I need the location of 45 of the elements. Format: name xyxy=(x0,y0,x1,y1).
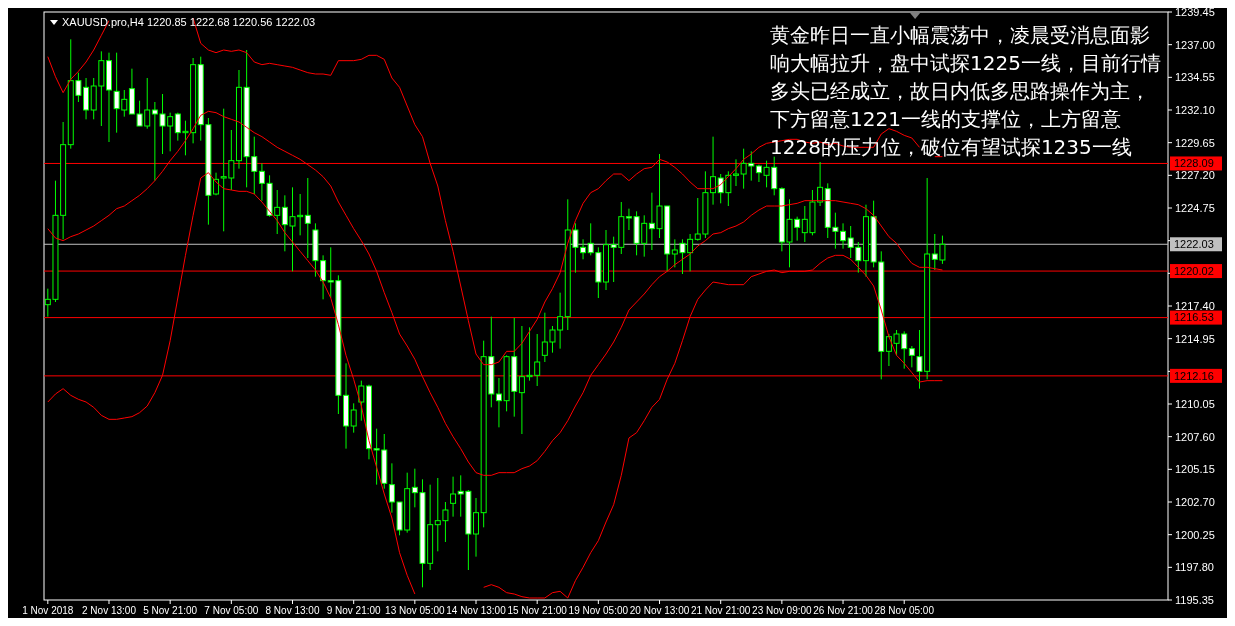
x-tick-label: 14 Nov 13:00 xyxy=(446,605,507,616)
x-tick-label: 13 Nov 05:00 xyxy=(385,605,446,616)
x-tick-label: 26 Nov 21:00 xyxy=(813,605,874,616)
y-tick-label: 1232.10 xyxy=(1175,103,1215,116)
y-tick-label: 1229.65 xyxy=(1175,136,1215,149)
y-tick-label: 1239.45 xyxy=(1175,5,1215,18)
x-tick-label: 7 Nov 05:00 xyxy=(204,605,259,616)
y-tick-label: 1217.40 xyxy=(1175,299,1215,312)
x-tick-label: 15 Nov 21:00 xyxy=(507,605,568,616)
ref-line-label: 1212.16 xyxy=(1174,369,1214,382)
x-tick-label: 2 Nov 13:00 xyxy=(82,605,137,616)
x-tick-label: 28 Nov 05:00 xyxy=(874,605,935,616)
y-tick-label: 1202.70 xyxy=(1175,495,1215,508)
candlestick xyxy=(304,177,311,259)
candlestick xyxy=(908,345,915,368)
y-tick-label: 1205.15 xyxy=(1175,463,1215,476)
annotation: 响大幅拉升，盘中试探1225一线，目前行情 xyxy=(770,51,1161,75)
x-tick-label: 8 Nov 13:00 xyxy=(265,605,320,616)
x-tick-label: 5 Nov 21:00 xyxy=(143,605,198,616)
ref-line-label: 1222.03 xyxy=(1174,238,1214,251)
y-tick-label: 1237.00 xyxy=(1175,38,1215,51)
y-tick-label: 1214.95 xyxy=(1175,332,1215,345)
ref-line-label: 1220.02 xyxy=(1174,264,1214,277)
y-tick-label: 1210.05 xyxy=(1175,397,1215,410)
ref-line-label: 1228.09 xyxy=(1174,157,1214,170)
x-tick-label: 21 Nov 21:00 xyxy=(690,605,751,616)
candlestick xyxy=(358,380,365,422)
y-tick-label: 1224.75 xyxy=(1175,201,1215,214)
x-tick-label: 19 Nov 05:00 xyxy=(568,605,629,616)
x-tick-label: 9 Nov 21:00 xyxy=(326,605,382,616)
ref-line-label: 1216.53 xyxy=(1174,311,1214,324)
candlestick xyxy=(450,476,457,518)
x-tick-label: 1 Nov 2018 xyxy=(22,605,74,616)
y-tick-label: 1197.80 xyxy=(1175,561,1214,574)
y-tick-label: 1207.60 xyxy=(1175,430,1215,443)
x-tick-label: 20 Nov 13:00 xyxy=(629,605,690,616)
y-tick-label: 1200.25 xyxy=(1175,528,1215,541)
y-tick-label: 1227.20 xyxy=(1175,169,1215,182)
annotation: 多头已经成立，故日内低多思路操作为主， xyxy=(770,79,1150,103)
candlestick xyxy=(350,402,357,434)
annotation: 下方留意1221一线的支撑位，上方留意 xyxy=(770,107,1121,131)
annotation: 黄金昨日一直小幅震荡中，凌晨受消息面影 xyxy=(770,23,1150,47)
x-tick-label: 23 Nov 09:00 xyxy=(752,605,813,616)
y-tick-label: 1195.35 xyxy=(1175,593,1214,606)
y-tick-label: 1234.55 xyxy=(1175,71,1215,84)
